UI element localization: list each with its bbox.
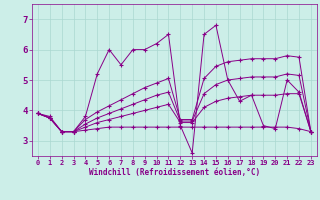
X-axis label: Windchill (Refroidissement éolien,°C): Windchill (Refroidissement éolien,°C) (89, 168, 260, 177)
